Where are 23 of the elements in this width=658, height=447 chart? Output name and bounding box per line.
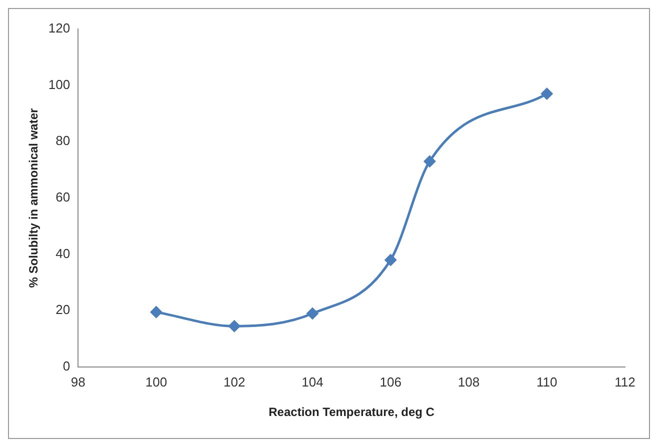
point [384, 254, 396, 266]
x-tick-label: 98 [70, 374, 86, 390]
y-axis-title: % Solubilty in ammonical water [26, 108, 41, 288]
y-tick-label: 20 [56, 302, 70, 318]
point [228, 320, 240, 332]
point [306, 308, 318, 320]
y-tick-label: 80 [56, 133, 70, 148]
x-tick-label: 100 [145, 374, 168, 390]
x-tick-label: 108 [458, 374, 480, 390]
x-tick-label: 110 [536, 374, 558, 390]
x-tick-label: 112 [614, 374, 636, 390]
x-axis-title: Reaction Temperature, deg C [268, 405, 435, 420]
y-tick-label: 100 [48, 76, 70, 92]
x-tick-label: 104 [302, 374, 324, 390]
x-tick-label: 102 [224, 374, 246, 390]
y-tick-label: 120 [48, 20, 70, 36]
y-tick-label: 0 [62, 358, 70, 374]
y-tick-label: 40 [56, 246, 70, 261]
point [150, 306, 162, 318]
x-tick-label: 106 [380, 374, 402, 390]
point [541, 88, 553, 100]
y-tick-label: 60 [56, 190, 70, 205]
point [424, 156, 436, 168]
